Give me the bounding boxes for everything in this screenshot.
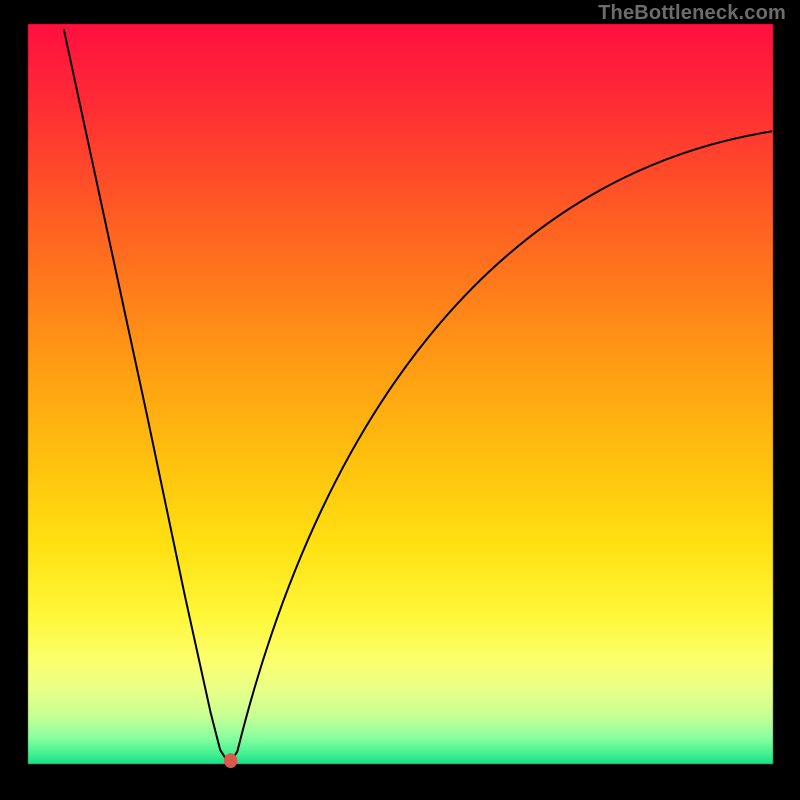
gradient-plot-background [0, 0, 800, 800]
chart-container: TheBottleneck.com [0, 0, 800, 800]
watermark-text: TheBottleneck.com [598, 2, 786, 25]
